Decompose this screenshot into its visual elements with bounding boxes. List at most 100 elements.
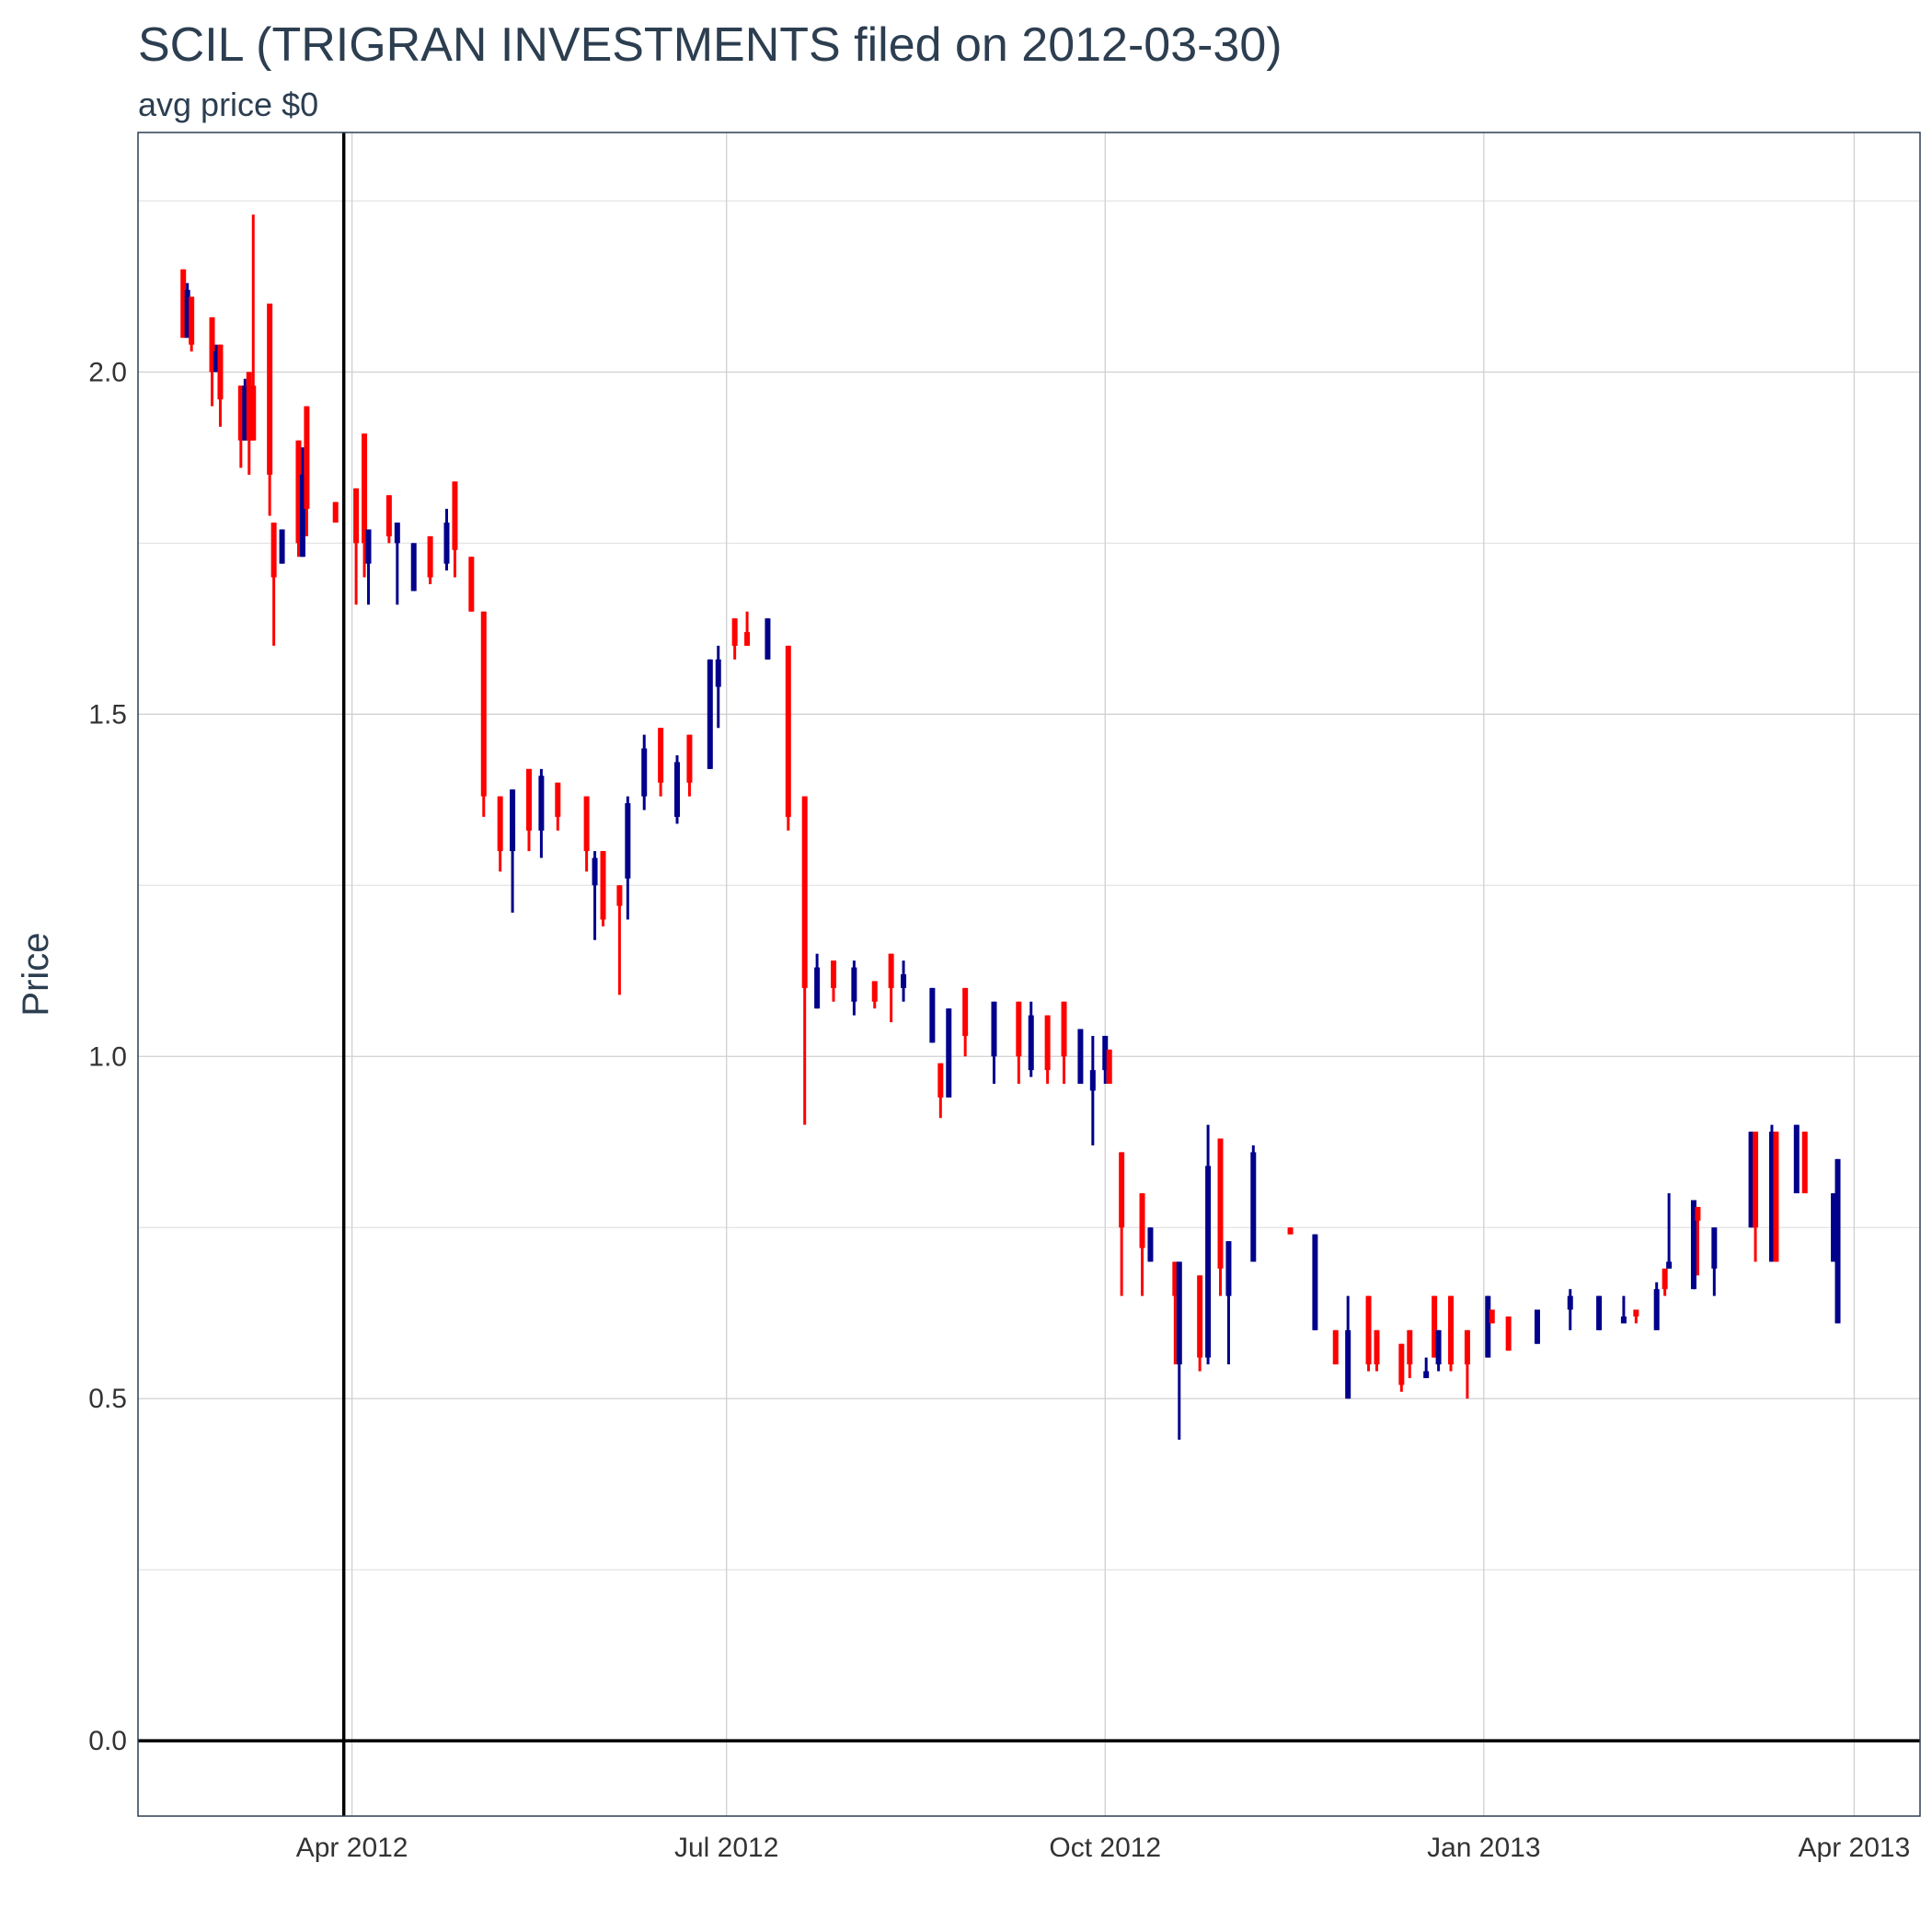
candle-body (731, 618, 738, 646)
candle-body (246, 372, 252, 441)
candle-body (1448, 1295, 1455, 1365)
candle-body (299, 474, 305, 558)
candle-body (1147, 1227, 1154, 1262)
candle-body (1423, 1371, 1430, 1378)
candle-body (1662, 1268, 1668, 1290)
candle-body (658, 728, 664, 783)
candle-body (480, 611, 487, 797)
candle-body (1485, 1295, 1491, 1358)
y-tick-label: 2.0 (88, 357, 127, 387)
candle-body (1435, 1329, 1442, 1365)
candle-body (394, 523, 400, 544)
candle-body (1596, 1295, 1603, 1330)
candle-body (525, 768, 532, 831)
candle-body (592, 857, 598, 886)
candle-body (1089, 1070, 1096, 1091)
candle-body (184, 290, 190, 339)
candle-body (353, 488, 360, 544)
y-axis-label: Price (16, 932, 56, 1016)
candle-body (1620, 1316, 1627, 1324)
candle-body (410, 543, 417, 592)
candle-body (1119, 1152, 1125, 1228)
candle-body (901, 974, 907, 988)
y-tick-label: 1.5 (88, 699, 127, 730)
candle-body (1139, 1193, 1145, 1248)
candle-body (209, 316, 215, 373)
reference-lines (138, 132, 1920, 1816)
candle-body (1044, 1015, 1051, 1071)
candle-body (583, 796, 590, 852)
candle-body (213, 351, 219, 373)
candle-body (217, 344, 224, 400)
candle-body (279, 529, 285, 564)
candle-body (304, 406, 310, 510)
chart-subtitle: avg price $0 (138, 86, 318, 123)
candles (180, 214, 1841, 1440)
candle-body (1205, 1166, 1212, 1358)
candle-body (332, 501, 339, 523)
candle-body (1633, 1309, 1639, 1317)
chart-title: SCIL (TRIGRAN INVESTMENTS filed on 2012-… (138, 18, 1282, 72)
candle-body (555, 782, 561, 817)
candle-body (267, 303, 273, 475)
candle-body (625, 803, 631, 879)
candle-body (1332, 1329, 1339, 1365)
candle-body (871, 981, 878, 1002)
y-tick-label: 1.0 (88, 1041, 127, 1072)
plot-border (137, 132, 1921, 1817)
candle-body (1748, 1132, 1754, 1228)
candle-body (1217, 1138, 1224, 1269)
candle-body (1106, 1049, 1112, 1085)
candle-body (765, 618, 771, 660)
candle-body (929, 987, 936, 1043)
candle-body (600, 851, 606, 920)
candle-body (1695, 1206, 1701, 1221)
candle-body (715, 659, 721, 687)
candle-body (295, 440, 302, 544)
candle-body (1345, 1329, 1351, 1399)
candle-body (1250, 1152, 1257, 1262)
candle-body (1773, 1132, 1779, 1262)
x-tick-label: Oct 2012 (1049, 1833, 1161, 1863)
x-tick-label: Apr 2013 (1799, 1833, 1911, 1863)
candle-body (1505, 1316, 1512, 1351)
candle-body (946, 1008, 952, 1098)
candle-body (744, 632, 751, 646)
candle-body (962, 987, 969, 1036)
candle-body (538, 776, 545, 831)
candle-body (1801, 1132, 1808, 1194)
candle-body (674, 762, 681, 817)
candle-body (1567, 1295, 1573, 1310)
candle-body (888, 953, 894, 988)
candle-body (1172, 1261, 1179, 1296)
candle-body (242, 385, 248, 441)
candle-body (814, 967, 821, 1009)
candle-body (452, 481, 458, 550)
candle-body (801, 796, 808, 988)
candle-body (1407, 1329, 1413, 1365)
candle-body (851, 967, 857, 1002)
candle-body (991, 1001, 997, 1057)
candle-body (1016, 1001, 1022, 1057)
candle-body (831, 960, 837, 988)
candle-body (1834, 1158, 1841, 1324)
candle-body (785, 645, 791, 817)
candle-body (1398, 1343, 1405, 1386)
candle-body (1534, 1309, 1540, 1344)
candle-body (497, 796, 503, 852)
candle-body (1102, 1035, 1109, 1071)
candle-body (686, 734, 693, 783)
candle-body (250, 385, 257, 441)
x-tick-label: Apr 2012 (296, 1833, 408, 1863)
candle-body (180, 269, 187, 339)
candle-body (1653, 1289, 1660, 1330)
y-tick-label: 0.0 (88, 1726, 127, 1756)
candle-body (1312, 1234, 1318, 1330)
candle-body (1489, 1309, 1495, 1324)
y-tick-label: 0.5 (88, 1384, 127, 1414)
candle-body (1365, 1295, 1372, 1365)
candle-body (237, 385, 244, 441)
